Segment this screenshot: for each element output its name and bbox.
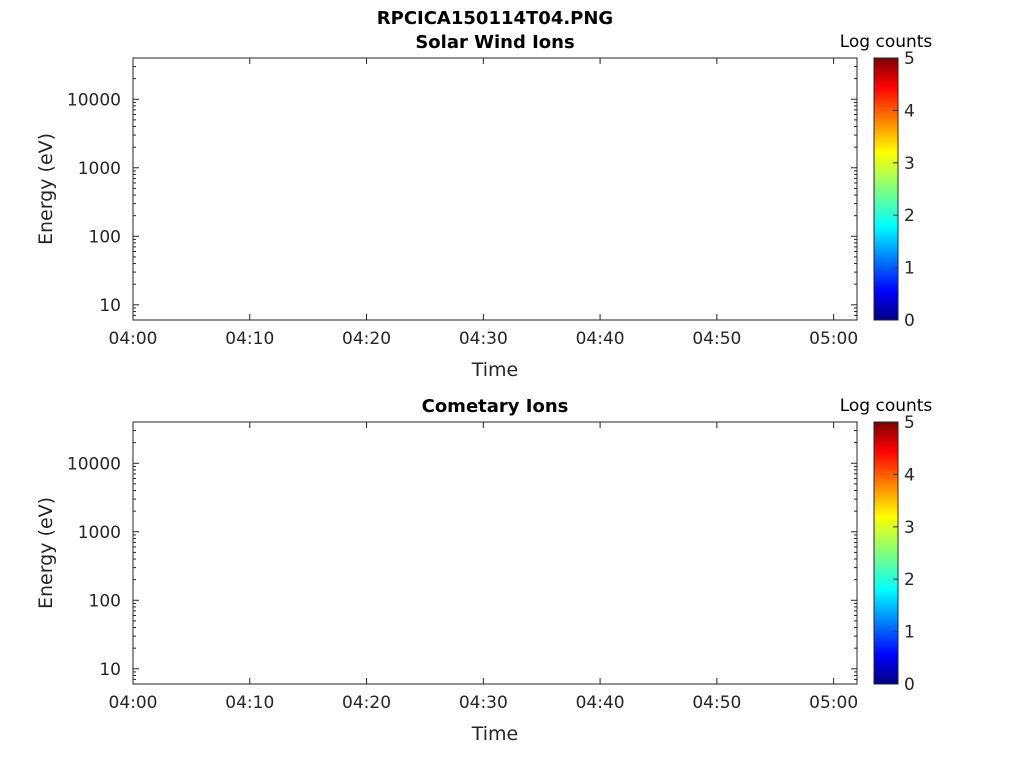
- colorbar-ticks: 0 1 2 3 4 5: [893, 49, 915, 331]
- y-tick-label: 1000: [78, 159, 121, 179]
- x-tick-label: 05:00: [809, 693, 858, 713]
- colorbar-tick-label: 2: [904, 206, 915, 226]
- colorbar-label: Log counts: [840, 32, 933, 52]
- y-tick-label: 10: [99, 660, 121, 680]
- y-axis-label: Energy (eV): [35, 497, 57, 609]
- x-tick-label: 04:00: [109, 693, 158, 713]
- colorbar-tick-label: 5: [904, 49, 915, 69]
- x-axis-label: Time: [471, 359, 519, 381]
- y-axis-label: Energy (eV): [35, 133, 57, 245]
- axes: 04:00 04:10 04:20 04:30 04:40 04:50 05:00 10 100…: [67, 421, 858, 713]
- plot-frame: [132, 421, 858, 685]
- x-tick-label: 04:50: [692, 693, 741, 713]
- x-axis-label: Time: [471, 723, 519, 745]
- colorbar: [873, 421, 899, 685]
- x-tick-label: 04:00: [109, 329, 158, 349]
- colorbar: [873, 57, 899, 321]
- x-tick-label: 04:40: [576, 693, 625, 713]
- y-tick-label: 100: [89, 227, 121, 247]
- y-tick-label: 10000: [67, 454, 121, 474]
- panel-title: Solar Wind Ions: [415, 32, 574, 53]
- colorbar-tick-label: 1: [904, 259, 915, 279]
- x-tick-label: 04:10: [225, 329, 274, 349]
- x-tick-label: 04:10: [225, 693, 274, 713]
- x-tick-label: 04:20: [342, 329, 391, 349]
- y-tick-label: 1000: [78, 523, 121, 543]
- x-tick-label: 04:50: [692, 329, 741, 349]
- colorbar-tick-label: 4: [904, 101, 915, 121]
- x-tick-label: 04:20: [342, 693, 391, 713]
- colorbar-tick-label: 5: [904, 413, 915, 433]
- colorbar-tick-label: 4: [904, 465, 915, 485]
- panel-title: Cometary Ions: [422, 396, 569, 417]
- y-tick-label: 10: [99, 296, 121, 316]
- x-tick-label: 05:00: [809, 329, 858, 349]
- colorbar-tick-label: 0: [904, 311, 915, 331]
- axes: 04:00 04:10 04:20 04:30 04:40 04:50 05:00 10 100…: [67, 57, 858, 349]
- colorbar-label: Log counts: [840, 396, 933, 416]
- cometary-panel: Cometary Ions 04:00 04:10 04:20 04:30 04:40 0…: [35, 396, 932, 745]
- colorbar-tick-label: 2: [904, 570, 915, 590]
- colorbar-tick-label: 0: [904, 675, 915, 695]
- y-tick-label: 100: [89, 591, 121, 611]
- solar-wind-panel: Solar Wind Ions 04:00 04:10 04:20 04:30 04:4…: [35, 32, 932, 381]
- colorbar-tick-label: 3: [904, 154, 915, 174]
- x-tick-label: 04:30: [459, 693, 508, 713]
- colorbar-tick-label: 1: [904, 623, 915, 643]
- plot-frame: [132, 57, 858, 321]
- colorbar-ticks: 0 1 2 3 4 5: [893, 413, 915, 695]
- colorbar-tick-label: 3: [904, 518, 915, 538]
- y-tick-label: 10000: [67, 90, 121, 110]
- x-tick-label: 04:40: [576, 329, 625, 349]
- x-tick-label: 04:30: [459, 329, 508, 349]
- figure-title: RPCICA150114T04.PNG: [377, 8, 613, 29]
